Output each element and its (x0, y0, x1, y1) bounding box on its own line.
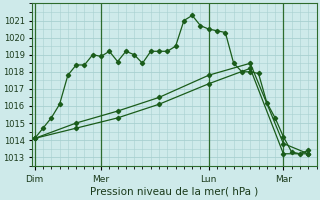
X-axis label: Pression niveau de la mer( hPa ): Pression niveau de la mer( hPa ) (90, 187, 259, 197)
